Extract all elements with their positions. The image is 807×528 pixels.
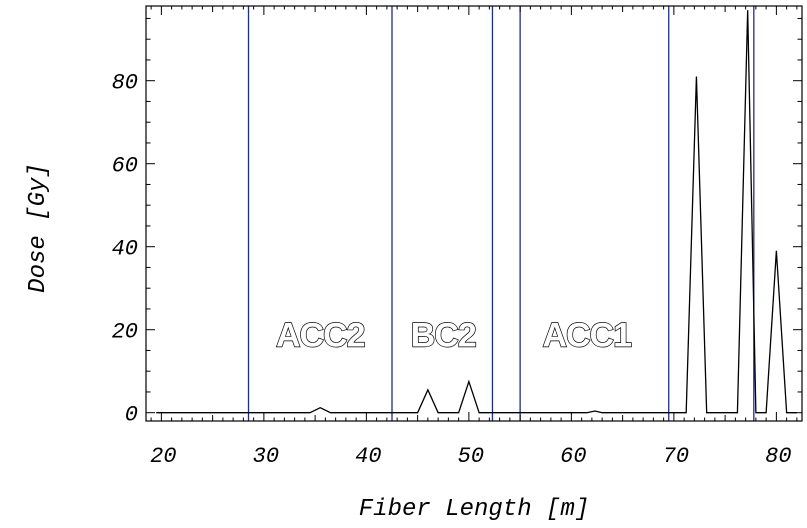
region-labels: ACC2 BC2 ACC1 [275,316,633,355]
segment-boundaries [247,6,755,421]
x-tick-label: 30 [253,444,279,469]
x-tick-label: 20 [150,444,176,469]
region-label-acc1: ACC1 [542,316,631,354]
y-axis-title: Dose [Gy] [25,163,52,293]
plot-border [145,5,803,422]
y-tick-label: 60 [112,154,138,179]
y-axis-ticks: 0 20 40 60 80 [112,17,802,428]
x-axis-title: Fiber Length [m] [359,496,589,523]
x-tick-label: 70 [663,444,689,469]
x-axis-ticks: 20 30 40 50 60 70 80 [150,6,798,469]
y-tick-label: 80 [112,71,138,96]
y-tick-label: 20 [112,320,138,345]
series-line-1 [156,10,797,414]
region-label-acc2: ACC2 [276,316,365,354]
plot-frame [145,5,803,422]
x-tick-label: 60 [560,444,586,469]
x-tick-label: 40 [355,444,381,469]
y-tick-label: 40 [112,237,138,262]
x-tick-label: 80 [765,444,791,469]
region-label-bc2: BC2 [411,316,476,354]
data-series [156,10,797,414]
y-tick-label: 0 [125,403,138,428]
x-tick-label: 50 [458,444,484,469]
